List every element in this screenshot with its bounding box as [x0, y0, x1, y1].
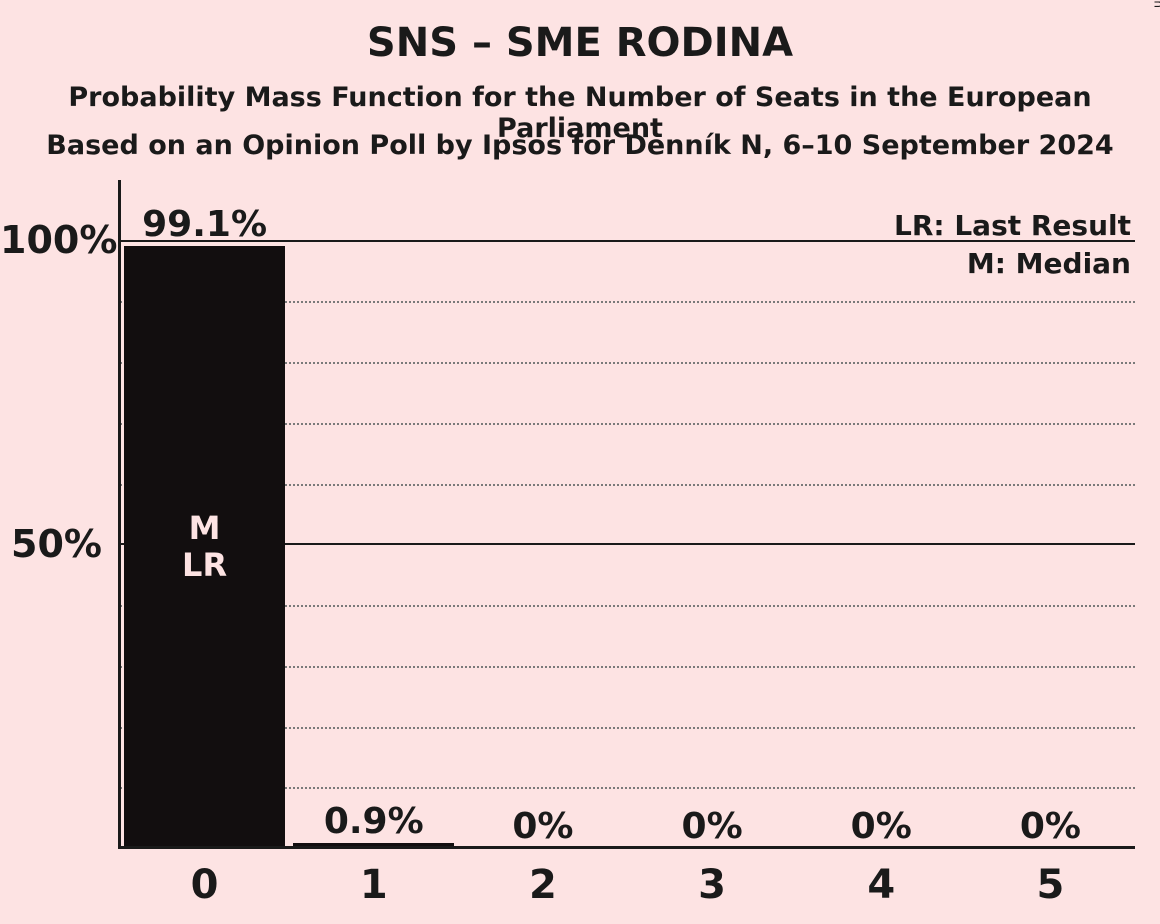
bar-value-label: 0% [458, 806, 627, 847]
bar-marker-line: LR [124, 547, 285, 584]
bar-value-label: 99.1% [120, 204, 289, 245]
x-tick-label: 3 [628, 862, 797, 908]
bar-value-label: 0% [966, 806, 1135, 847]
chart-subtitle-2: Based on an Opinion Poll by Ipsos for De… [0, 130, 1160, 161]
chart-canvas: © 2024 Filip van Laenen SNS – SME RODINA… [0, 0, 1160, 924]
copyright-text: © 2024 Filip van Laenen [1152, 0, 1160, 8]
legend-entry: LR: Last Result [894, 209, 1131, 242]
x-tick-label: 2 [458, 862, 627, 908]
bar-marker: MLR [124, 510, 285, 584]
chart-title: SNS – SME RODINA [0, 20, 1160, 66]
plot-area: 50%100%99.1%MLR00.9%10%20%30%40%5LR: Las… [120, 180, 1135, 848]
y-tick-label: 50% [0, 522, 102, 566]
bar-value-label: 0% [797, 806, 966, 847]
x-axis [118, 846, 1135, 849]
bar-marker-line: M [124, 510, 285, 547]
bar-value-label: 0% [628, 806, 797, 847]
bar-value-label: 0.9% [289, 801, 458, 842]
x-tick-label: 1 [289, 862, 458, 908]
legend-entry: M: Median [967, 247, 1131, 280]
y-tick-label: 100% [0, 218, 102, 262]
x-tick-label: 5 [966, 862, 1135, 908]
x-tick-label: 0 [120, 862, 289, 908]
x-tick-label: 4 [797, 862, 966, 908]
y-axis [118, 180, 121, 848]
